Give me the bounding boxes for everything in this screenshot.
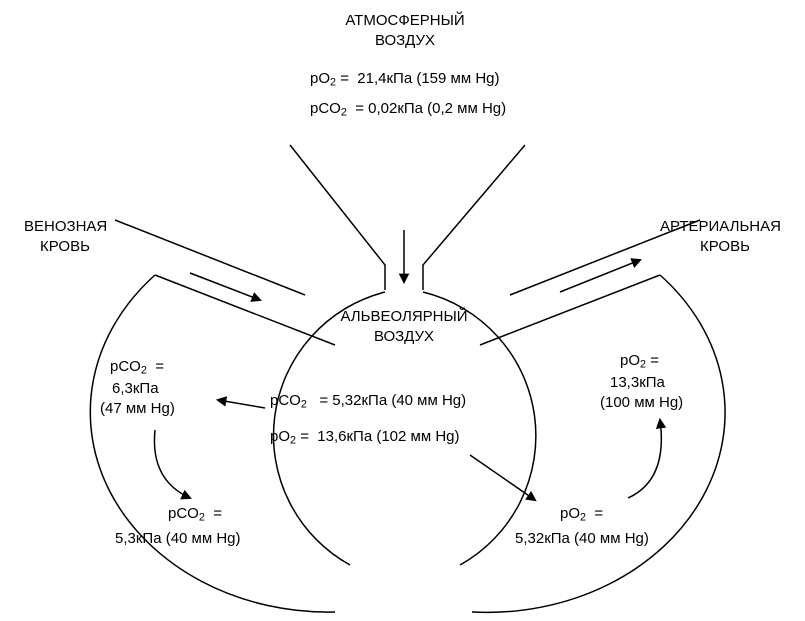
art-pO2-1: pO2 = — [620, 352, 659, 371]
ven-pCO2-2: 6,3кПа — [112, 380, 159, 397]
atmospheric-air-label-2: ВОЗДУХ — [375, 32, 435, 49]
alv-pCO2: pCO2 = 5,32кПа (40 мм Hg) — [270, 392, 466, 411]
ven-pCO2-1: pCO2 = — [110, 358, 164, 377]
alveolar-label-2: ВОЗДУХ — [374, 328, 434, 345]
atm-pCO2: pCO2 = 0,02кПа (0,2 мм Hg) — [310, 100, 506, 119]
arterial-label-2: КРОВЬ — [700, 238, 750, 255]
ven-pCO2-3: (47 мм Hg) — [100, 400, 175, 417]
arterial-label-1: АРТЕРИАЛЬНАЯ — [660, 218, 781, 235]
atmospheric-air-label-1: АТМОСФЕРНЫЙ — [345, 12, 464, 29]
post-pO2-2: 5,32кПа (40 мм Hg) — [515, 530, 649, 547]
alv-pO2: pO2 = 13,6кПа (102 мм Hg) — [270, 428, 460, 447]
post-pCO2-2: 5,3кПа (40 мм Hg) — [115, 530, 241, 547]
post-pCO2-1: pCO2 = — [168, 505, 222, 524]
atm-pO2: pO2 = 21,4кПа (159 мм Hg) — [310, 70, 500, 89]
alveolar-label-1: АЛЬВЕОЛЯРНЫЙ — [340, 308, 467, 325]
art-pO2-3: (100 мм Hg) — [600, 394, 683, 411]
post-pO2-1: pO2 = — [560, 505, 603, 524]
venous-label-1: ВЕНОЗНАЯ — [24, 218, 107, 235]
venous-label-2: КРОВЬ — [40, 238, 90, 255]
art-pO2-2: 13,3кПа — [610, 374, 665, 391]
